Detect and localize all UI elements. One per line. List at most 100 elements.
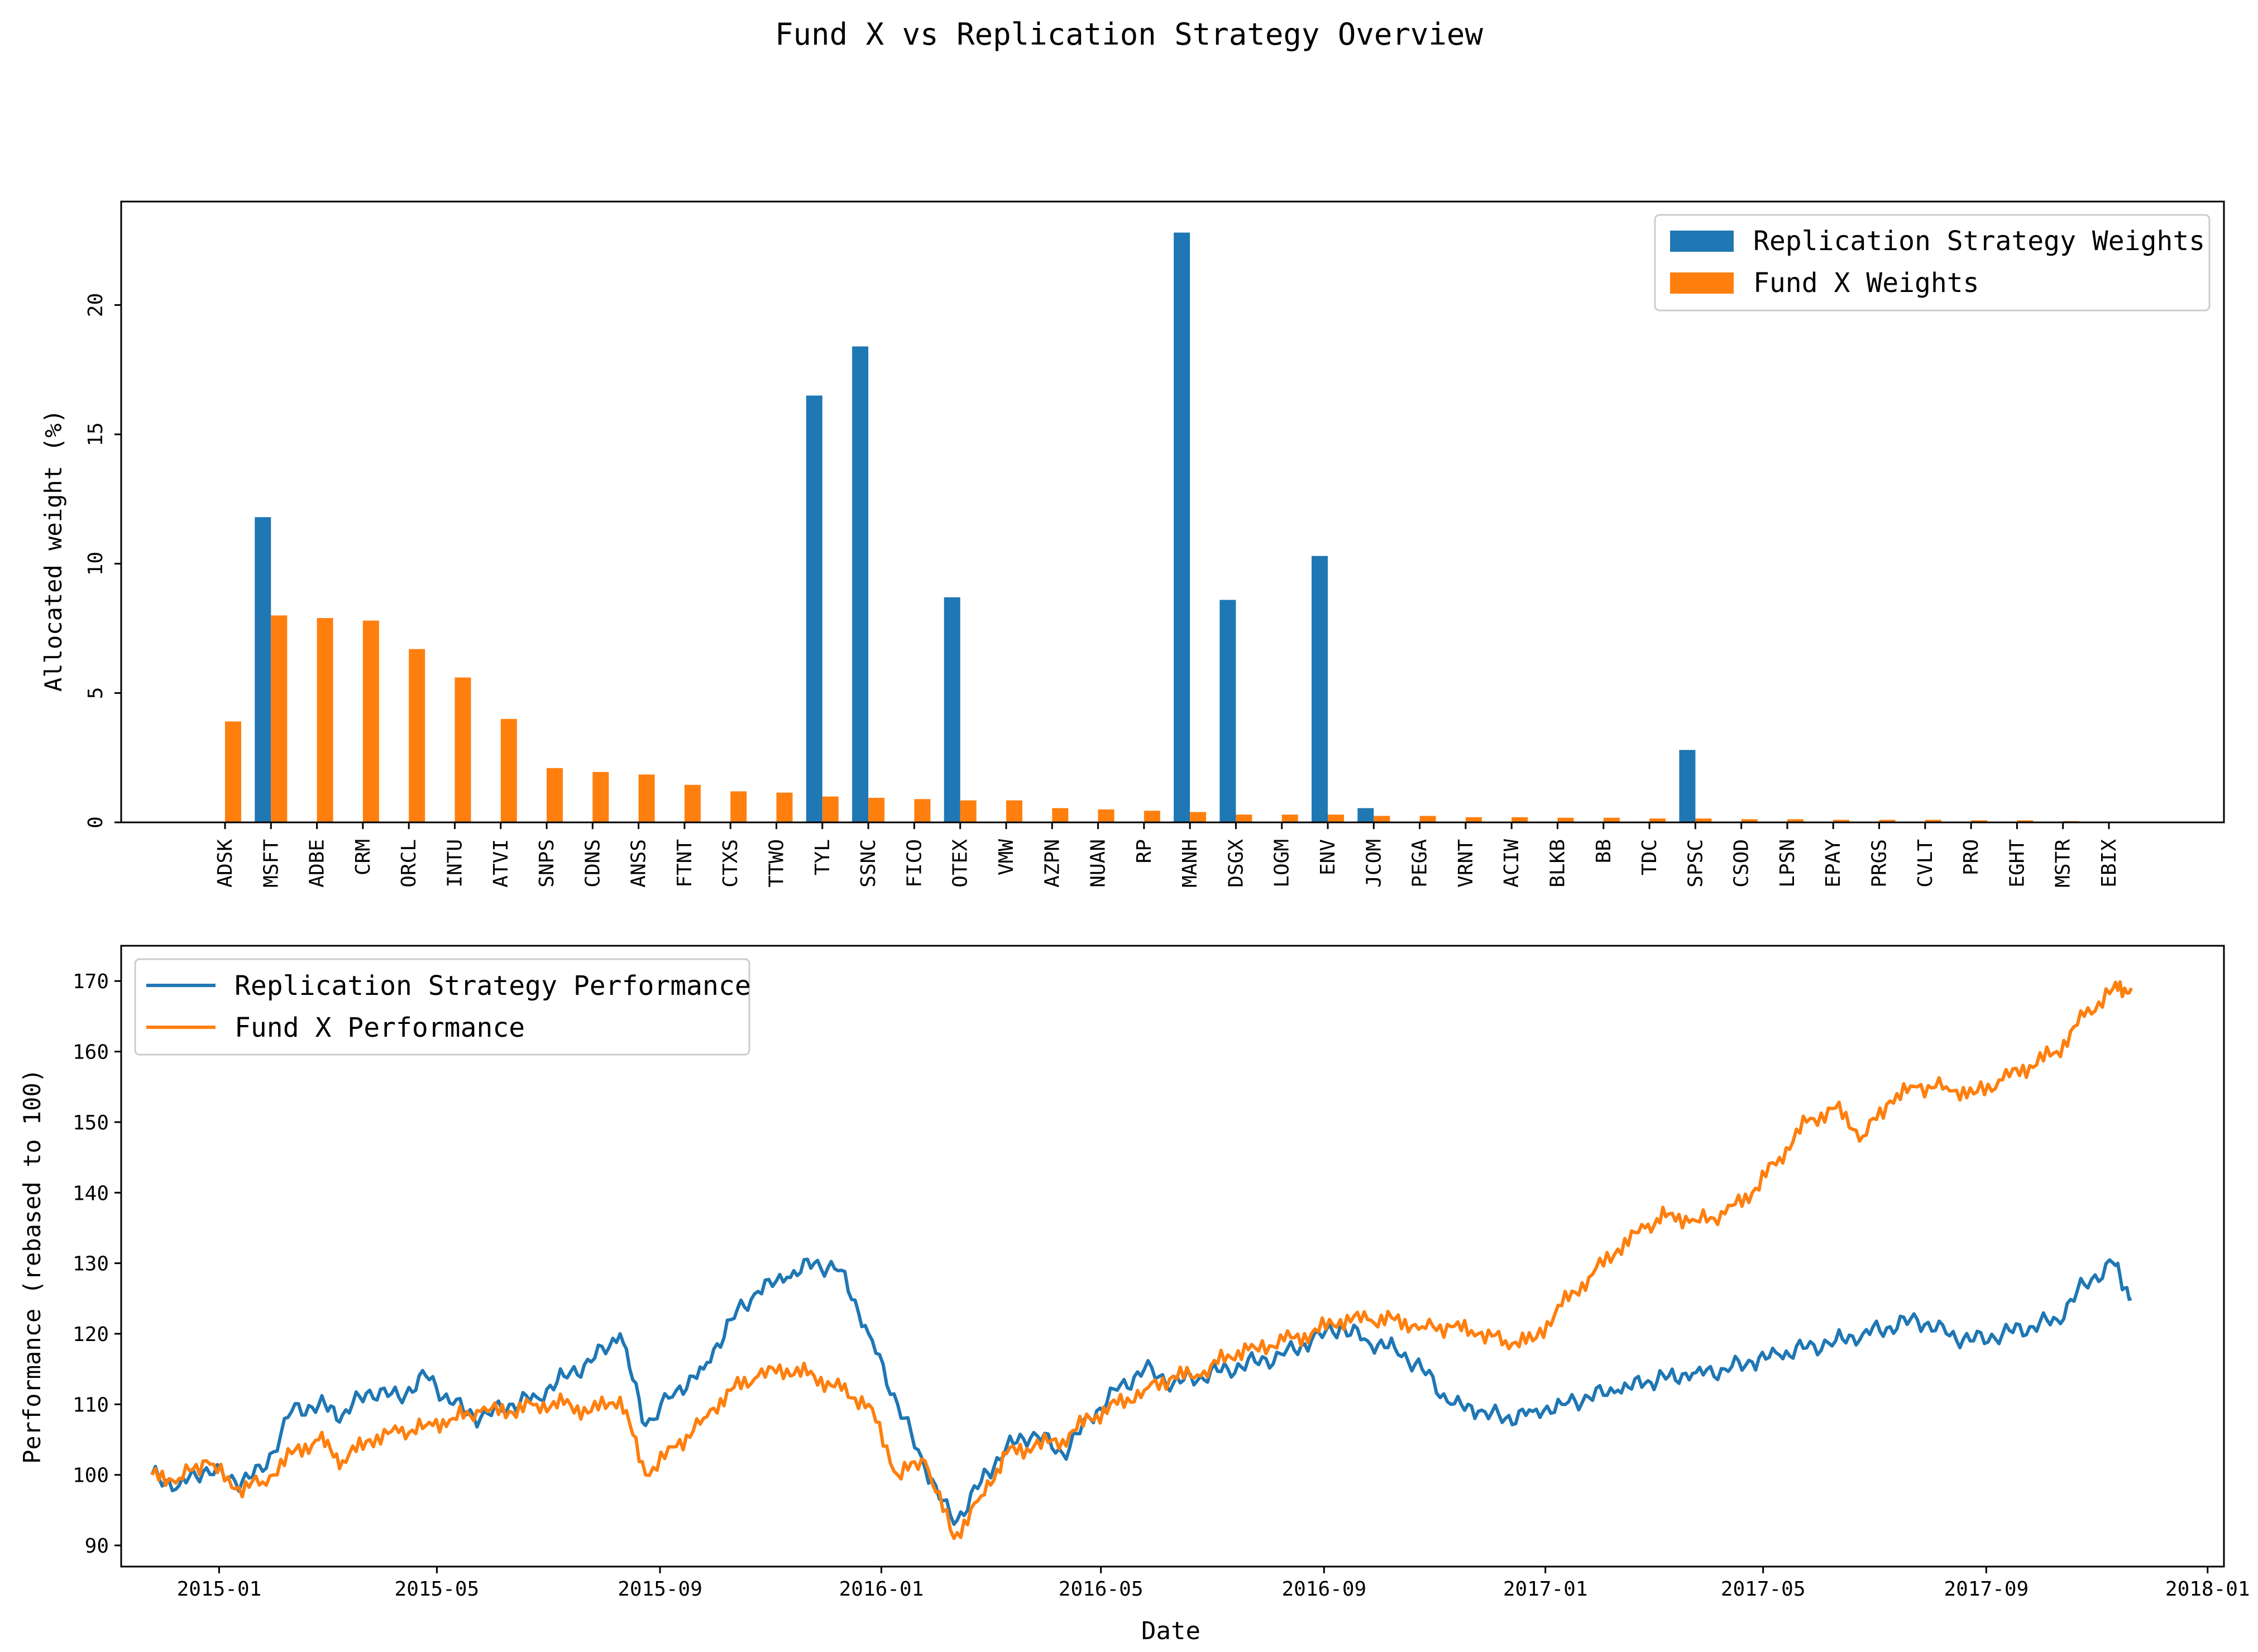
replication-weight-bar-manh (1174, 232, 1190, 823)
weights-x-tick-label-adbe: ADBE (306, 839, 329, 888)
performance-y-tick-label: 170 (73, 970, 109, 993)
weights-x-tick-label-fico: FICO (903, 839, 926, 888)
performance-legend-label-fund: Fund X Performance (235, 1012, 525, 1043)
weights-x-tick-label-msft: MSFT (260, 839, 283, 888)
fund-weight-bar-dsgx (1236, 815, 1252, 822)
weights-x-tick-label-prgs: PRGS (1868, 839, 1891, 888)
replication-weight-bar-tyl (806, 395, 822, 822)
performance-y-tick-label: 150 (73, 1112, 109, 1134)
fund-weight-bar-fico (914, 799, 931, 822)
weights-x-tick-label-vmw: VMW (995, 839, 1018, 875)
performance-x-axis-label: Date (1141, 1617, 1200, 1645)
weights-x-tick-label-eght: EGHT (2006, 839, 2029, 888)
weights-x-tick-label-manh: MANH (1179, 839, 1202, 888)
weights-y-ticks: 0 5 10 15 20 (84, 293, 121, 829)
fund-weight-bar-env (1328, 815, 1344, 822)
weights-legend-label-replication: Replication Strategy Weights (1753, 226, 2205, 257)
replication-weight-bar-msft (255, 517, 271, 822)
performance-line-chart: Performance (rebased to 100) Date 90 100 1… (18, 945, 2250, 1645)
fund-weight-bar-cdns (592, 772, 609, 822)
weights-x-tick-label-snps: SNPS (535, 839, 558, 888)
weights-x-tick-label-epay: EPAY (1822, 839, 1845, 888)
weights-x-tick-label-rp: RP (1133, 839, 1156, 863)
weights-x-tick-label-lpsn: LPSN (1776, 839, 1799, 888)
weights-y-tick-label: 15 (84, 422, 107, 446)
fund-weight-bar-azpn (1052, 808, 1069, 822)
weights-x-tick-label-cdns: CDNS (581, 839, 604, 888)
weights-bars (225, 232, 2125, 823)
fund-weight-bar-pega (1419, 816, 1436, 822)
performance-legend: Replication Strategy Performance Fund X … (134, 958, 751, 1056)
fund-weight-bar-crm (362, 620, 379, 822)
weights-x-tick-label-crm: CRM (352, 839, 375, 875)
fund-weight-bar-vmw (1006, 800, 1022, 822)
weights-x-tick-label-adsk: ADSK (214, 839, 237, 888)
performance-y-tick-label: 140 (73, 1182, 109, 1205)
performance-x-tick-label: 2018-01 (2165, 1578, 2250, 1601)
fund-weight-bar-msft (271, 615, 288, 822)
performance-legend-box (134, 958, 750, 1056)
weights-y-tick-label: 0 (84, 816, 107, 829)
fund-weight-bar-eght (2017, 820, 2034, 822)
fund-weight-bar-logm (1281, 815, 1298, 822)
replication-weight-bar-env (1312, 556, 1328, 822)
performance-x-tick-label: 2015-05 (395, 1578, 480, 1601)
weights-y-tick-label: 10 (84, 552, 107, 576)
replication-weight-bar-otex (944, 597, 960, 822)
figure-title: Fund X vs Replication Strategy Overview (775, 17, 1483, 52)
weights-x-tick-label-csod: CSOD (1730, 839, 1753, 888)
fund-weight-bar-vrnt (1465, 817, 1482, 822)
fund-weight-bar-aciw (1511, 817, 1528, 822)
weights-x-tick-label-aciw: ACIW (1500, 839, 1523, 888)
fund-weight-bar-jcom (1374, 816, 1390, 822)
replication-weight-bar-dsgx (1219, 600, 1236, 822)
weights-x-tick-label-azpn: AZPN (1041, 839, 1064, 888)
weights-x-tick-label-blkb: BLKB (1546, 839, 1569, 888)
weights-x-tick-label-jcom: JCOM (1362, 839, 1385, 888)
fund-weight-bar-snps (547, 768, 563, 822)
weights-legend-swatch-replication (1670, 231, 1734, 252)
weights-x-tick-label-nuan: NUAN (1087, 839, 1110, 888)
fund-weight-bar-csod (1741, 819, 1758, 822)
fund-weight-bar-adsk (225, 721, 241, 822)
weights-x-tick-label-ctxs: CTXS (719, 839, 742, 888)
weights-x-tick-label-tdc: TDC (1638, 839, 1661, 875)
weights-x-tick-label-dsgx: DSGX (1224, 839, 1247, 888)
fund-weight-bar-nuan (1098, 809, 1114, 822)
weights-x-tick-label-tyl: TYL (811, 839, 834, 875)
weights-legend-swatch-fund (1670, 272, 1734, 294)
replication-weight-bar-spsc (1679, 750, 1696, 822)
weights-x-tick-label-ftnt: FTNT (673, 839, 696, 888)
weights-legend-label-fund: Fund X Weights (1753, 267, 1979, 299)
performance-x-tick-label: 2016-01 (839, 1578, 924, 1601)
weights-x-tick-label-logm: LOGM (1271, 839, 1294, 888)
performance-y-tick-label: 100 (73, 1464, 109, 1487)
performance-x-tick-label: 2015-01 (177, 1578, 262, 1601)
performance-y-ticks: 90 100 110 120 130 140 150 160 170 (73, 970, 121, 1558)
fund-weight-bar-blkb (1557, 817, 1574, 822)
fund-performance-line (150, 980, 2133, 1540)
performance-y-tick-label: 90 (85, 1535, 109, 1558)
performance-legend-label-replication: Replication Strategy Performance (235, 970, 751, 1002)
weights-x-tick-label-ebix: EBIX (2098, 839, 2121, 888)
weights-x-tick-label-vrnt: VRNT (1455, 839, 1477, 888)
performance-x-tick-label: 2017-05 (1721, 1578, 1806, 1601)
replication-performance-line (150, 1257, 2132, 1526)
weights-x-tick-label-cvlt: CVLT (1914, 839, 1937, 888)
performance-x-tick-label: 2016-09 (1281, 1578, 1366, 1601)
weights-x-ticks: ADSK MSFT ADBE CRM ORCL INTU ATVI SNPS CDNS ANSS F… (214, 822, 2121, 888)
performance-y-axis-label: Performance (rebased to 100) (18, 1069, 46, 1464)
fund-weight-bar-otex (960, 800, 977, 822)
performance-y-tick-label: 160 (73, 1041, 109, 1064)
weights-x-tick-label-mstr: MSTR (2052, 839, 2075, 888)
fund-weight-bar-adbe (317, 618, 333, 822)
performance-x-tick-label: 2015-09 (618, 1578, 702, 1601)
weights-x-tick-label-ssnc: SSNC (857, 839, 880, 888)
weights-x-tick-label-intu: INTU (443, 839, 466, 888)
performance-x-tick-label: 2016-05 (1059, 1578, 1144, 1601)
fund-weight-bar-tdc (1649, 818, 1666, 822)
replication-weight-bar-ssnc (852, 346, 869, 822)
fund-weight-bar-tyl (822, 796, 839, 822)
